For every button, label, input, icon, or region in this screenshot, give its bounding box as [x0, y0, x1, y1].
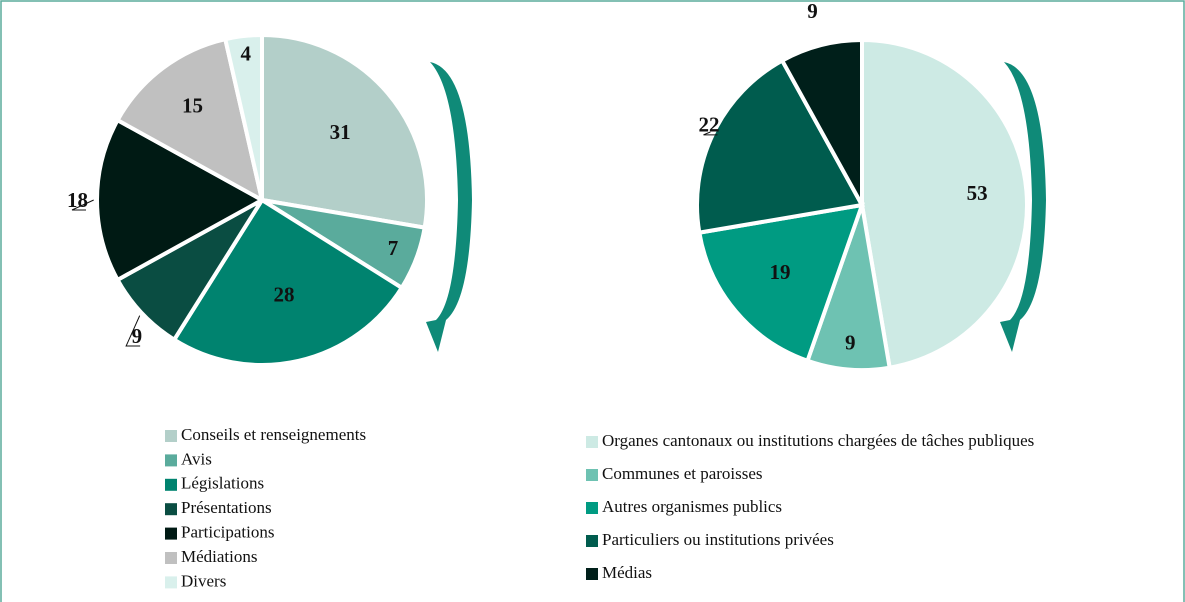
data-label: 7	[388, 236, 399, 260]
data-label: 28	[274, 282, 295, 306]
pie-slice	[222, 32, 264, 201]
legend-label: Particuliers ou institutions privées	[602, 530, 834, 549]
legend-swatch	[586, 568, 598, 580]
legend-label: Organes cantonaux ou institutions chargé…	[602, 431, 1034, 450]
legend-swatch	[586, 535, 598, 547]
legend-label: Participations	[181, 523, 274, 542]
data-label: 18	[67, 188, 88, 212]
legend-label: Présentations	[181, 498, 272, 517]
legend-swatch	[165, 430, 177, 442]
arrow	[426, 62, 472, 352]
leader-line	[125, 315, 141, 347]
leader-line	[703, 131, 718, 136]
pie-slice	[171, 197, 405, 367]
pie-slice	[95, 117, 267, 283]
legend-swatch	[586, 502, 598, 514]
data-label: 9	[807, 0, 818, 23]
legend-swatch	[165, 552, 177, 564]
pie-slice	[697, 202, 866, 364]
data-label: 15	[182, 94, 203, 118]
legend-swatch	[165, 527, 177, 540]
pie-slice	[695, 57, 866, 235]
pie-slice	[860, 37, 1029, 370]
legend-swatch	[586, 469, 598, 481]
pie-slice	[114, 36, 265, 204]
leader-line	[71, 199, 94, 211]
pie-slice	[779, 37, 864, 206]
legend-label: Médias	[602, 563, 652, 582]
legend-label: Divers	[181, 571, 226, 590]
arrow	[1000, 62, 1046, 352]
data-label: 4	[240, 42, 251, 66]
legend-swatch	[165, 478, 177, 491]
data-label: 22	[699, 113, 720, 137]
data-label: 9	[132, 324, 143, 348]
legend-swatch	[165, 576, 177, 589]
legend-swatch	[586, 436, 598, 448]
legend-label: Communes et paroisses	[602, 464, 763, 483]
pie-slice	[260, 32, 429, 230]
legend-swatch	[165, 503, 177, 516]
data-label: 31	[330, 120, 351, 144]
legend-label: Législations	[181, 474, 264, 493]
data-label: 19	[770, 260, 791, 284]
legend-label: Autres organismes publics	[602, 497, 782, 516]
data-label: 53	[967, 181, 988, 205]
data-label: 9	[845, 331, 856, 355]
legend-label: Médiations	[181, 547, 258, 566]
legend-swatch	[165, 454, 177, 467]
legend-label: Conseils et renseignements	[181, 425, 366, 444]
legend-label: Avis	[181, 449, 212, 468]
